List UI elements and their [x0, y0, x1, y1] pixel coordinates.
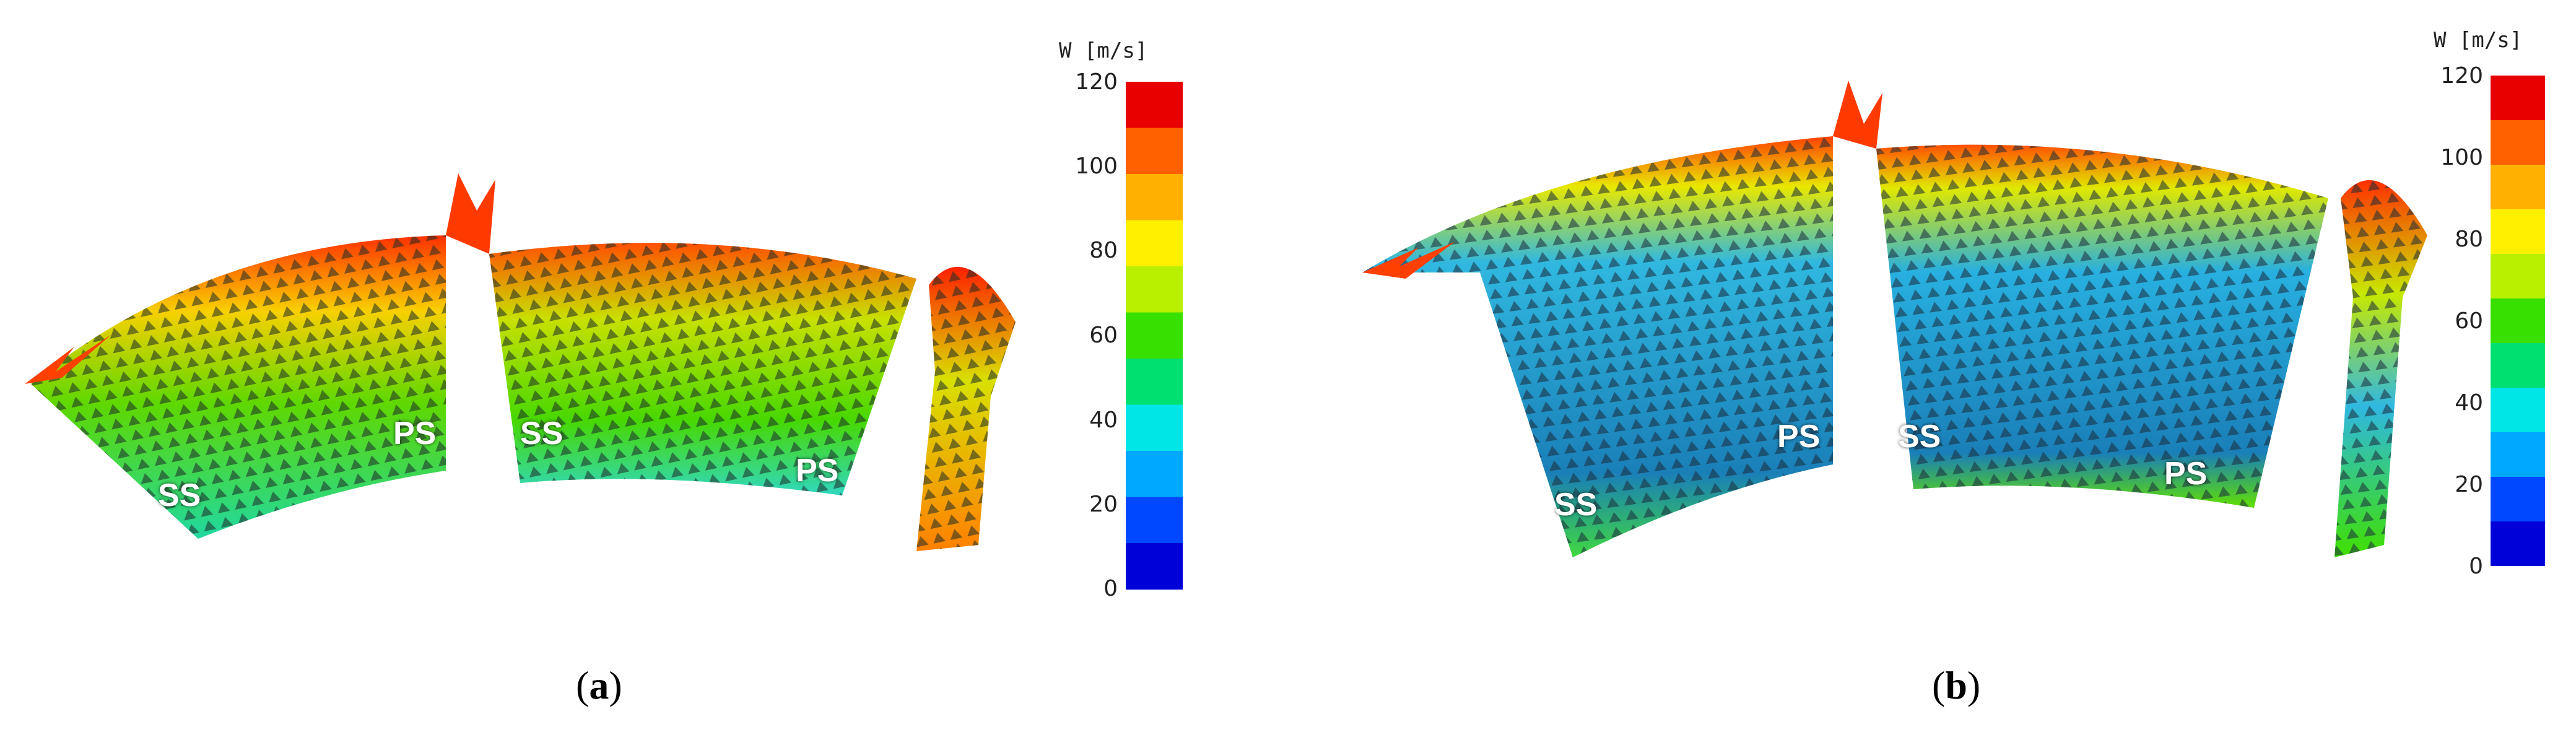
colorbar-tick-60: 60 — [2455, 308, 2483, 334]
colorbar-tick-100: 100 — [2440, 145, 2483, 170]
colorbar-tick-40: 40 — [1089, 407, 1118, 433]
colorbar-tick-20: 20 — [1089, 492, 1118, 517]
colorbar-tick-0: 0 — [2469, 554, 2483, 579]
blade-label-ss-2: SS — [1898, 419, 1941, 455]
velocity-vector-plot-a — [25, 173, 1016, 551]
colorbar-a — [1126, 82, 1183, 590]
caption-b: (b) — [1932, 663, 1981, 707]
colorbar-b — [2491, 76, 2545, 566]
colorbar-tick-80: 80 — [2455, 227, 2483, 252]
blade-label-ps-2: PS — [2164, 456, 2208, 492]
blade-label-ss-2: SS — [520, 416, 564, 451]
panel-b: SS PS SS PS W [m/s] 120 100 80 60 40 20 … — [1288, 0, 2576, 732]
colorbar-tick-120: 120 — [2440, 63, 2483, 89]
colorbar-title: W [m/s] — [2434, 28, 2523, 53]
colorbar-tick-60: 60 — [1089, 323, 1118, 348]
colorbar-tick-100: 100 — [1075, 154, 1118, 179]
blade-label-ps-1: PS — [1777, 419, 1821, 455]
colorbar-title: W [m/s] — [1059, 38, 1148, 63]
blade-label-ss-1: SS — [1554, 487, 1598, 523]
colorbar-tick-20: 20 — [2455, 472, 2483, 497]
colorbar-tick-80: 80 — [1089, 238, 1118, 263]
velocity-vector-plot-b — [1362, 81, 2427, 558]
colorbar-tick-120: 120 — [1075, 69, 1118, 95]
blade-label-ps-1: PS — [393, 416, 437, 451]
panel-a: SS PS SS PS W [m/s] 120 100 80 60 40 20 … — [25, 38, 1183, 707]
blade-label-ss-1: SS — [158, 477, 201, 513]
caption-a: (a) — [576, 663, 622, 707]
colorbar-tick-40: 40 — [2455, 390, 2483, 416]
colorbar-tick-0: 0 — [1103, 576, 1118, 601]
blade-label-ps-2: PS — [796, 453, 839, 489]
